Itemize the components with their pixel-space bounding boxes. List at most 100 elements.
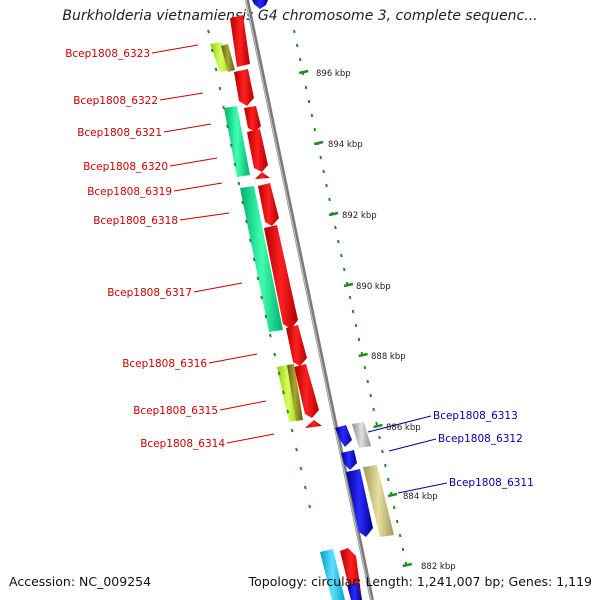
guide-dot bbox=[320, 156, 321, 159]
scale-tick-label: 886 kbp bbox=[386, 423, 421, 433]
guide-dot bbox=[309, 100, 310, 103]
guide-dot bbox=[238, 182, 239, 185]
gene-arrow-6322 bbox=[234, 69, 254, 106]
guide-dot bbox=[300, 467, 301, 470]
label-leader-line bbox=[389, 439, 436, 451]
gene-label[interactable]: Bcep1808_6315 bbox=[133, 405, 218, 417]
guide-dot bbox=[365, 366, 366, 369]
guide-dot bbox=[329, 198, 330, 201]
guide-dot bbox=[283, 391, 284, 394]
gene-arrow-6319 bbox=[255, 172, 270, 179]
gene-arrow-6316 bbox=[286, 325, 307, 366]
gene-label[interactable]: Bcep1808_6320 bbox=[83, 161, 168, 173]
guide-dot bbox=[216, 68, 217, 71]
guide-dot bbox=[261, 296, 262, 299]
guide-dot bbox=[368, 380, 369, 383]
scale-tick-label: 888 kbp bbox=[371, 352, 406, 362]
guide-dot bbox=[373, 408, 374, 411]
genome-map: Bcep1808_6323 Bcep1808_6322 Bcep1808_632… bbox=[0, 0, 600, 600]
guide-dot bbox=[341, 254, 342, 257]
guide-dot bbox=[270, 334, 271, 337]
gene-label[interactable]: Bcep1808_6312 bbox=[438, 433, 523, 445]
gene-arrow-top-partial bbox=[252, 0, 268, 9]
gene-label[interactable]: Bcep1808_6322 bbox=[73, 95, 158, 107]
guide-dot bbox=[306, 86, 307, 89]
guide-dot bbox=[356, 324, 357, 327]
accession-text: Accession: NC_009254 bbox=[9, 574, 151, 589]
scale-tick bbox=[403, 564, 412, 566]
gene-label[interactable]: Bcep1808_6316 bbox=[122, 358, 207, 370]
gene-arrow-6323 bbox=[230, 15, 250, 67]
scale-tick bbox=[314, 142, 323, 144]
gene-arrow-6318 bbox=[258, 183, 279, 226]
gene-label[interactable]: Bcep1808_6314 bbox=[140, 438, 225, 450]
feature-bar-grey bbox=[352, 422, 371, 448]
scale-tick bbox=[329, 213, 338, 215]
guide-dot bbox=[250, 239, 251, 242]
scale-tick-label: 894 kbp bbox=[328, 140, 363, 150]
label-leader-line bbox=[170, 158, 217, 166]
guide-dot bbox=[219, 87, 220, 90]
guide-dot bbox=[400, 534, 401, 537]
label-leader-line bbox=[209, 354, 257, 363]
guide-dot bbox=[394, 506, 395, 509]
scale-tick bbox=[359, 354, 368, 356]
guide-dot bbox=[287, 410, 288, 413]
scale-tick-label: 890 kbp bbox=[356, 282, 391, 292]
guide-dot bbox=[397, 520, 398, 523]
label-leader-line bbox=[227, 434, 274, 443]
guide-dot bbox=[379, 436, 380, 439]
guide-dot bbox=[242, 201, 243, 204]
guide-dot bbox=[353, 310, 354, 313]
gene-label[interactable]: Bcep1808_6321 bbox=[77, 127, 162, 139]
gene-label[interactable]: Bcep1808_6323 bbox=[65, 48, 150, 60]
guide-dot bbox=[350, 296, 351, 299]
label-leader-line bbox=[160, 93, 203, 100]
guide-dot bbox=[292, 429, 293, 432]
guide-dot bbox=[212, 49, 213, 52]
gene-arrow-6321 bbox=[244, 106, 261, 132]
guide-dot bbox=[297, 44, 298, 47]
guide-dot bbox=[370, 394, 371, 397]
guide-dot bbox=[385, 464, 386, 467]
guide-dot bbox=[208, 30, 209, 33]
gene-label[interactable]: Bcep1808_6317 bbox=[107, 287, 192, 299]
label-leader-line bbox=[194, 283, 242, 292]
scale-tick-label: 884 kbp bbox=[403, 492, 438, 502]
guide-dot bbox=[296, 448, 297, 451]
gene-label[interactable]: Bcep1808_6319 bbox=[87, 186, 172, 198]
guide-dot bbox=[227, 125, 228, 128]
guide-dot bbox=[338, 240, 339, 243]
guide-dot bbox=[309, 505, 310, 508]
guide-dot bbox=[235, 163, 236, 166]
gene-arrow-6314 bbox=[305, 420, 322, 428]
label-leader-line bbox=[180, 213, 229, 220]
guide-dot bbox=[344, 268, 345, 271]
gene-label[interactable]: Bcep1808_6313 bbox=[433, 410, 518, 422]
gene-label[interactable]: Bcep1808_6318 bbox=[93, 215, 178, 227]
scale-tick-label: 892 kbp bbox=[342, 211, 377, 221]
guide-dot bbox=[335, 226, 336, 229]
guide-dot bbox=[265, 315, 266, 318]
guide-dot bbox=[323, 170, 324, 173]
guide-dot bbox=[403, 548, 404, 551]
guide-dot bbox=[274, 353, 275, 356]
guide-dot bbox=[223, 106, 224, 109]
topology-text: Topology: circular; Length: 1,241,007 bp… bbox=[249, 574, 592, 589]
guide-dot bbox=[294, 30, 295, 33]
guide-dot bbox=[376, 422, 377, 425]
scale-tick bbox=[344, 284, 353, 286]
scale-tick-label: 882 kbp bbox=[421, 562, 456, 572]
guide-dot bbox=[279, 372, 280, 375]
guide-dot bbox=[382, 450, 383, 453]
scale-tick bbox=[374, 425, 383, 427]
label-leader-line bbox=[164, 124, 211, 132]
genome-map-view: Burkholderia vietnamiensis G4 chromosome… bbox=[0, 0, 600, 600]
label-leader-line bbox=[220, 401, 266, 410]
guide-dot bbox=[326, 184, 327, 187]
scale-tick bbox=[388, 494, 397, 496]
gene-label[interactable]: Bcep1808_6311 bbox=[449, 477, 534, 489]
scale-tick-label: 896 kbp bbox=[316, 69, 351, 79]
label-leader-line bbox=[152, 45, 198, 53]
guide-dot bbox=[359, 338, 360, 341]
